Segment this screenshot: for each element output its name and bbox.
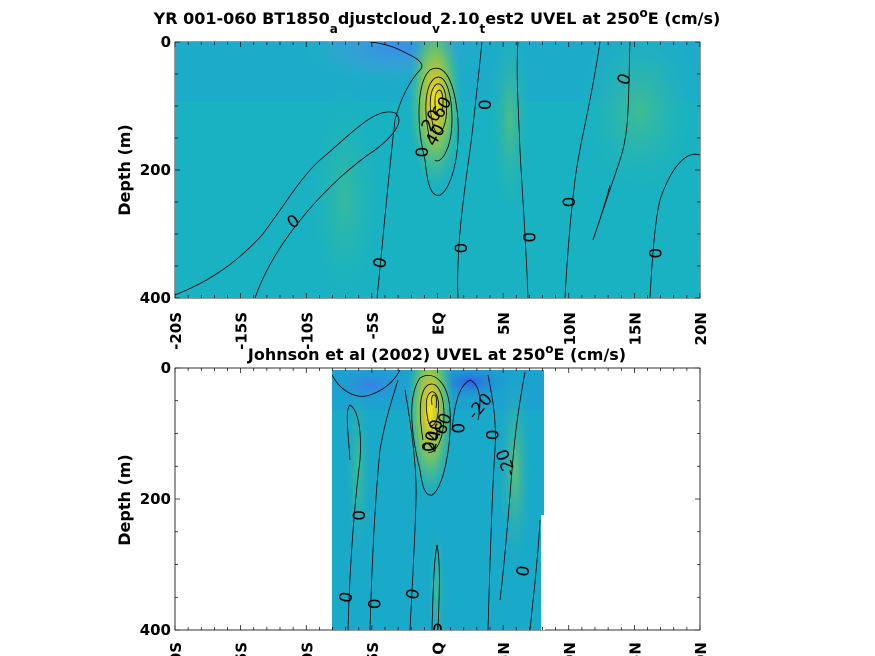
x-tick-label: 5N: [495, 642, 513, 656]
x-tick-label: -5S: [364, 312, 382, 339]
contour-label: 20: [420, 429, 443, 454]
title2-sup-o: o: [545, 342, 553, 356]
contour-label: 0: [560, 197, 580, 208]
contour-label: 0: [366, 598, 386, 609]
x-tick-label: 15N: [626, 642, 644, 656]
title-sup-o: o: [639, 6, 647, 20]
y-axis-1: 0 200 400: [140, 33, 700, 307]
x-tick-label: EQ: [430, 312, 448, 335]
x-axis-1: -20S -15S -10S -5S EQ 5N 10N 15N 20N: [167, 42, 710, 350]
x-tick-label: 20N: [692, 312, 710, 345]
title2-part-0: Johnson et al (2002) UVEL at 250: [247, 345, 545, 364]
contour-label: 0: [336, 590, 358, 604]
contour-label: 0: [476, 99, 496, 110]
contour-label: 0: [513, 564, 535, 578]
y-tick-label: 200: [140, 490, 171, 508]
y-tick-label: 0: [161, 33, 171, 51]
panel1-title: YR 001-060 BT1850adjustcloudv2.10test2 U…: [153, 6, 721, 36]
contour-label: 0: [646, 248, 666, 259]
title-sub-a: a: [330, 22, 338, 36]
contours-1: [175, 42, 700, 298]
y-tick-label: 0: [161, 359, 171, 377]
title2-part-2: E (cm/s): [553, 345, 626, 364]
title-part-8: E (cm/s): [648, 9, 721, 28]
x-tick-label: EQ: [430, 642, 448, 656]
y-axis-label-2: Depth (m): [115, 454, 134, 546]
x-tick-label: -20S: [167, 312, 185, 350]
title-sub-t: t: [479, 22, 485, 36]
contour-label: 0: [370, 256, 392, 270]
x-tick-label: -20S: [167, 642, 185, 656]
x-tick-label: -15S: [233, 642, 251, 656]
contour-label: 0: [484, 429, 504, 440]
contour-label: 0: [452, 243, 472, 254]
contour-label: 0: [413, 147, 433, 158]
title-part-0: YR 001-060 BT1850: [153, 9, 330, 28]
panel2-title: Johnson et al (2002) UVEL at 250oE (cm/s…: [247, 342, 626, 364]
y-tick-label: 200: [140, 161, 171, 179]
contour-label: 0: [403, 587, 425, 601]
title-part-2: djustcloud: [338, 9, 432, 28]
contour-label: 0: [350, 510, 370, 521]
y-axis-label-1: Depth (m): [115, 124, 134, 216]
title-sub-v: v: [432, 22, 440, 36]
x-axis-2: -20S -15S -10S -5S EQ 5N 10N 15N 20N: [167, 368, 710, 656]
title-part-4: 2.10: [440, 9, 479, 28]
y-tick-label: 400: [140, 621, 171, 639]
contour-label: 0: [419, 441, 439, 452]
x-tick-label: 10N: [561, 642, 579, 656]
contour-label: 0: [432, 621, 443, 641]
y-tick-label: 400: [140, 289, 171, 307]
x-tick-label: -10S: [298, 642, 316, 656]
x-tick-label: 20N: [692, 642, 710, 656]
x-tick-label: 15N: [626, 312, 644, 345]
contours-2: [332, 370, 541, 630]
contour-label: 0: [450, 423, 470, 434]
contour-label: 0: [520, 232, 540, 243]
x-tick-label: 10N: [561, 312, 579, 345]
x-tick-label: -15S: [233, 312, 251, 350]
x-tick-label: -5S: [364, 642, 382, 656]
contour-label: 40: [424, 418, 447, 443]
title-part-6: est2 UVEL at 250: [485, 9, 639, 28]
observation-panel: Johnson et al (2002) UVEL at 250oE (cm/s…: [115, 342, 710, 656]
missing-data-gap: [541, 515, 545, 630]
x-tick-label: -10S: [298, 312, 316, 350]
model-panel: YR 001-060 BT1850adjustcloudv2.10test2 U…: [115, 6, 720, 350]
x-tick-label: 5N: [495, 312, 513, 335]
